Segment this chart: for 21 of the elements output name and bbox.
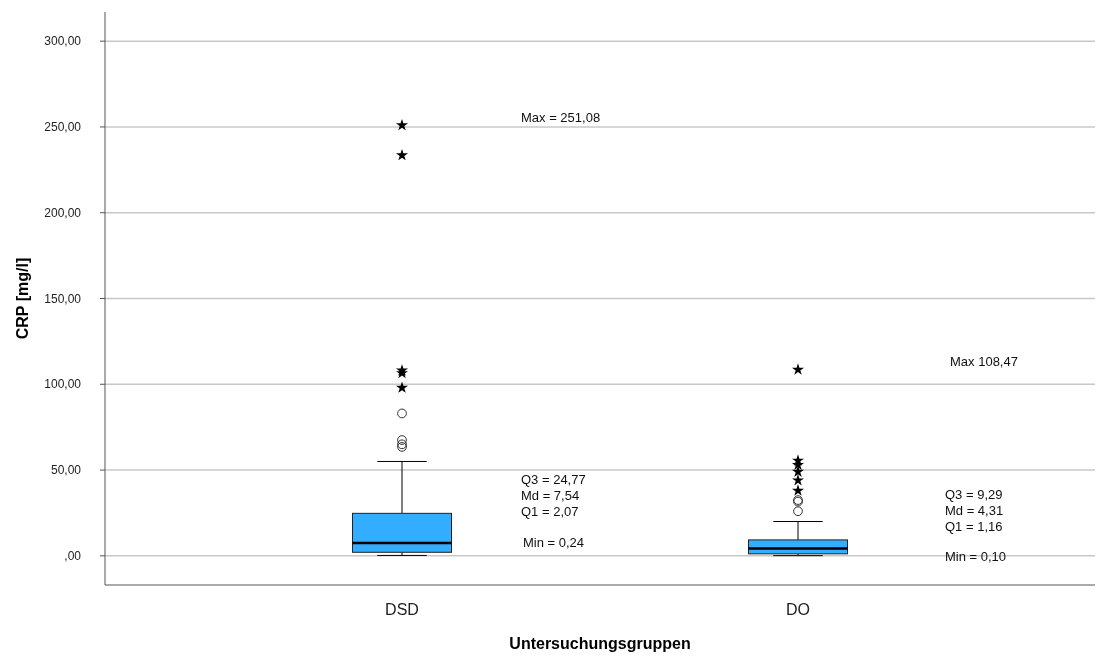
- y-tick-label: ,00: [64, 549, 82, 564]
- x-axis-title: Untersuchungsgruppen: [509, 635, 691, 652]
- annotation: Q3 = 9,29: [945, 486, 1003, 502]
- annotation: Md = 4,31: [945, 502, 1004, 518]
- annotation: Min = 0,24: [523, 534, 585, 550]
- annotation: Q1 = 2,07: [521, 503, 579, 519]
- annotation: Min = 0,10: [945, 548, 1007, 564]
- y-axis-title: CRP [mg/l]: [14, 257, 31, 340]
- y-tick-label: 100,00: [44, 377, 82, 392]
- y-tick-label: 200,00: [44, 205, 82, 220]
- x-tick-label: DO: [786, 601, 810, 618]
- annotation: Md = 7,54: [521, 487, 580, 503]
- y-tick-label: 300,00: [44, 34, 82, 49]
- annotation: Q3 = 24,77: [521, 471, 586, 487]
- annotation: Max = 251,08: [521, 109, 601, 125]
- y-tick-label: 50,00: [50, 463, 82, 478]
- annotation: Q1 = 1,16: [945, 518, 1003, 534]
- y-tick-label: 250,00: [44, 120, 82, 135]
- x-tick-label: DSD: [385, 601, 419, 618]
- y-tick-label: 150,00: [44, 291, 82, 306]
- annotation: Max 108,47: [950, 353, 1018, 369]
